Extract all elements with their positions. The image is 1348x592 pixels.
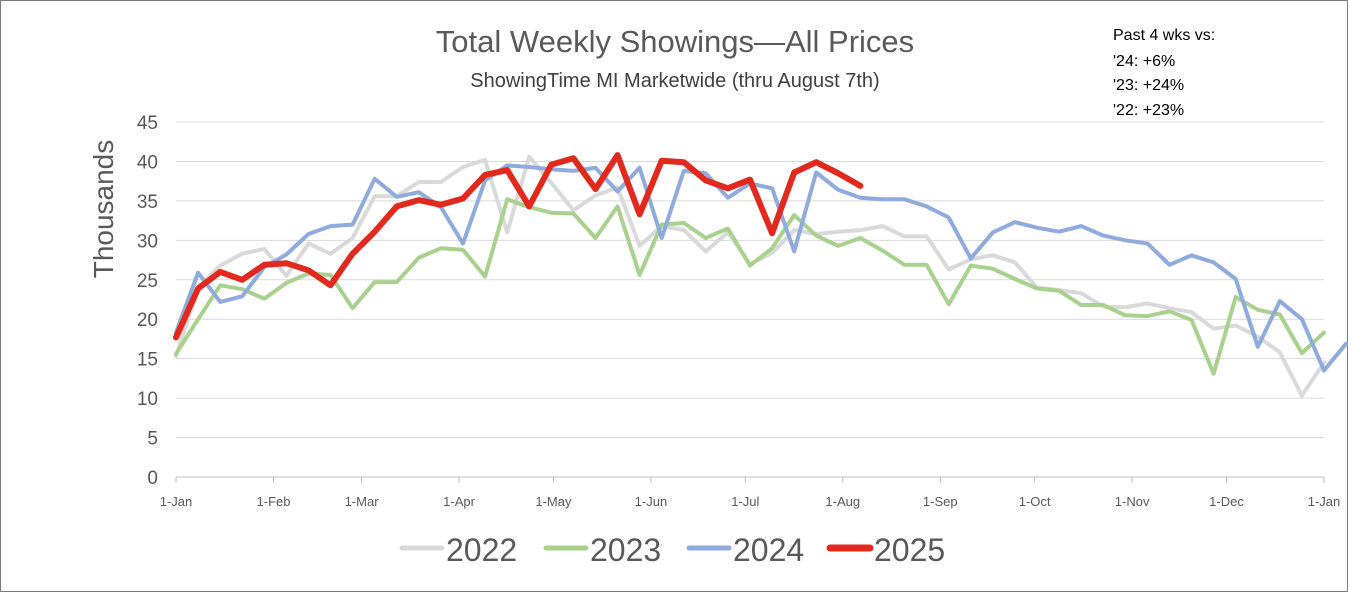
x-tick-label: 1-Feb [257,494,291,509]
legend: 2022 2023 2024 2025 [399,532,945,568]
x-tick-label: 1-Sep [923,494,958,509]
y-tick-label: 40 [137,152,158,173]
x-tick-label: 1-Oct [1019,494,1051,509]
y-tick-label: 5 [147,429,158,450]
y-tick-label: 10 [137,389,158,410]
y-tick-label: 20 [137,310,158,331]
annotation-vs-2024: '24: +6% [1113,53,1175,70]
y-tick-label: 30 [137,231,158,252]
y-tick-label: 15 [137,350,158,371]
annotation-heading: Past 4 wks vs: [1113,27,1215,44]
x-tick-label: 1-Mar [345,494,380,509]
x-axis-ticks: 1-Jan 1-Feb 1-Mar 1-Apr 1-May 1-Jun 1-Jul 1-Aug… [160,477,1341,509]
legend-label-2022: 2022 [446,532,517,568]
y-tick-label: 0 [147,468,158,489]
chart-title: Total Weekly Showings—All Prices [436,24,914,59]
x-tick-label: 1-Nov [1115,494,1150,509]
annotation-vs-2023: '23: +24% [1113,77,1184,94]
y-tick-label: 25 [137,271,158,292]
series-line-2025 [173,152,864,341]
y-tick-label: 45 [137,113,158,134]
y-tick-label: 35 [137,192,158,213]
legend-label-2025: 2025 [874,532,945,568]
x-tick-label: 1-Jan [160,494,193,509]
x-tick-label: 1-May [535,494,572,509]
x-tick-label: 1-Jun [635,494,668,509]
series-line-2022 [174,154,1326,398]
x-tick-label: 1-Jul [731,494,759,509]
legend-label-2023: 2023 [590,532,661,568]
series-line-2024 [174,163,1348,373]
annotation-vs-2022: '22: +23% [1113,102,1184,119]
series-line-2023 [174,197,1326,376]
x-tick-label: 1-Dec [1209,494,1244,509]
x-tick-label: 1-Jan [1308,494,1341,509]
x-tick-label: 1-Aug [825,494,860,509]
y-axis-ticks: 0 5 10 15 20 25 30 35 40 45 [137,113,158,489]
x-tick-label: 1-Apr [443,494,475,509]
legend-label-2024: 2024 [733,532,804,568]
chart-subtitle: ShowingTime MI Marketwide (thru August 7… [470,70,879,92]
y-axis-title: Thousands [88,140,119,279]
series-lines [173,152,1348,398]
